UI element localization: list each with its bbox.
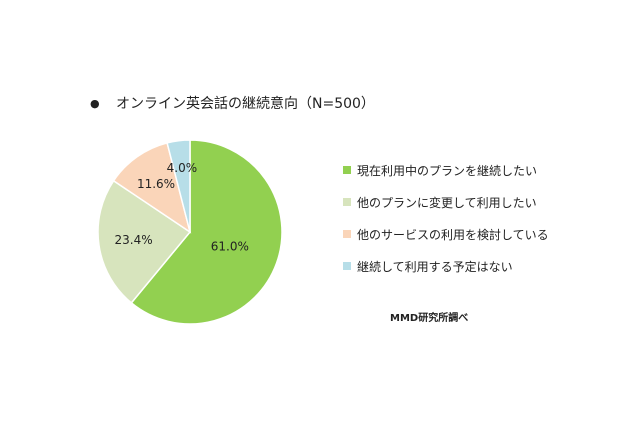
source-note: MMD研究所調べ [390,313,469,324]
bullet-icon: ● [90,97,100,110]
pie-slice [130,139,283,325]
pie-slices [97,139,283,325]
chart-title: オンライン英会話の継続意向（N=500） [116,96,375,112]
legend-swatch [343,166,351,174]
legend-item: 他のサービスの利用を検討している [343,226,549,242]
chart-title-row: ● オンライン英会話の継続意向（N=500） [90,93,375,113]
pie-data-labels: 61.0% 23.4% 11.6% 4.0% [115,161,249,253]
legend-swatch [343,262,351,270]
slice-value-label: 61.0% [211,239,249,253]
legend-swatch [343,230,351,238]
legend-item: 現在利用中のプランを継続したい [343,162,549,178]
legend: 現在利用中のプランを継続したい 他のプランに変更して利用したい 他のサービスの利用を… [343,162,549,290]
pie-slice [166,139,191,233]
legend-label: 継続して利用する予定はない [357,259,513,274]
slice-value-label: 23.4% [115,233,153,247]
slice-value-label: 11.6% [137,177,175,191]
pie-slice [97,179,192,304]
legend-item: 継続して利用する予定はない [343,258,549,274]
legend-label: 現在利用中のプランを継続したい [357,163,538,178]
legend-swatch [343,198,351,206]
legend-item: 他のプランに変更して利用したい [343,194,549,210]
slice-value-label: 4.0% [167,161,198,175]
legend-label: 他のプランに変更して利用したい [357,195,537,210]
pie-slice [112,141,192,234]
legend-label: 他のサービスの利用を検討している [357,227,549,242]
